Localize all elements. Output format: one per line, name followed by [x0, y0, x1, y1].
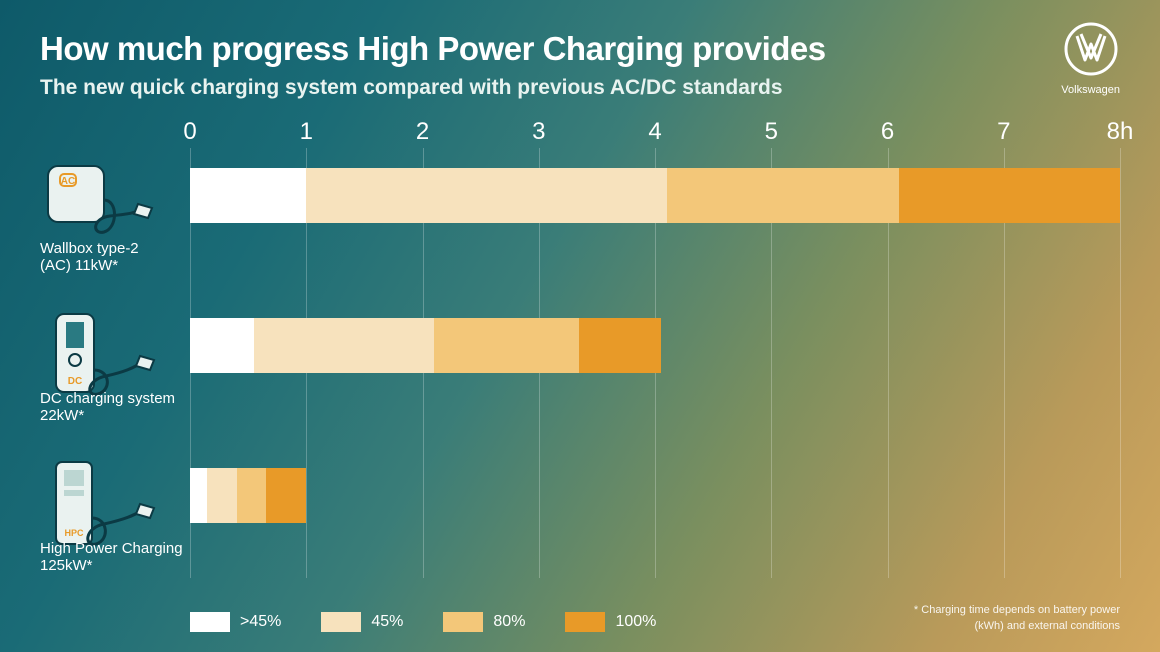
bar-segment-p45 — [254, 318, 434, 373]
axis-tick: 4 — [648, 118, 661, 146]
bar-segment-p45 — [306, 168, 666, 223]
legend-item: >45% — [190, 612, 281, 632]
chart-row-hpc: HPC High Power Charging125kW* — [40, 468, 1120, 588]
row-name: High Power Charging — [40, 540, 200, 557]
bar-segment-p100 — [266, 468, 307, 523]
bar-track — [190, 318, 1120, 373]
x-axis: 012345678h — [190, 118, 1120, 148]
axis-tick: 5 — [765, 118, 778, 146]
legend-swatch — [565, 612, 605, 632]
legend-label: >45% — [240, 613, 281, 631]
brand-logo: Volkswagen — [1061, 22, 1120, 96]
footnote-line1: * Charging time depends on battery power — [914, 603, 1120, 618]
dc-charger-icon: DC — [40, 310, 190, 400]
row-name: Wallbox type-2 — [40, 240, 200, 257]
legend: >45% 45% 80% 100% — [190, 612, 656, 632]
bar-segment-p45 — [207, 468, 236, 523]
row-power: (AC) 11kW* — [40, 257, 200, 274]
axis-tick: 1 — [300, 118, 313, 146]
row-labels: High Power Charging125kW* — [40, 540, 200, 574]
legend-swatch — [321, 612, 361, 632]
page-title: How much progress High Power Charging pr… — [40, 30, 1120, 68]
hpc-charger-icon: HPC — [40, 460, 190, 550]
bar-segment-p80 — [667, 168, 900, 223]
axis-tick: 2 — [416, 118, 429, 146]
bar-segment-gt45 — [190, 318, 254, 373]
row-power: 22kW* — [40, 407, 200, 424]
bar-track — [190, 468, 1120, 523]
bar-segment-p80 — [237, 468, 266, 523]
row-power: 125kW* — [40, 557, 200, 574]
row-labels: DC charging system22kW* — [40, 390, 200, 424]
chart-row-wallbox: AC Wallbox type-2(AC) 11kW* — [40, 168, 1120, 288]
bar-track — [190, 168, 1120, 223]
footnote-line2: (kWh) and external conditions — [914, 619, 1120, 634]
axis-tick: 3 — [532, 118, 545, 146]
legend-item: 100% — [565, 612, 656, 632]
axis-tick: 0 — [183, 118, 196, 146]
row-name: DC charging system — [40, 390, 200, 407]
axis-tick: 6 — [881, 118, 894, 146]
gridline — [1120, 148, 1121, 578]
legend-label: 80% — [493, 613, 525, 631]
bar-segment-gt45 — [190, 468, 207, 523]
chart-row-dc: DC DC charging system22kW* — [40, 318, 1120, 438]
legend-swatch — [443, 612, 483, 632]
legend-item: 45% — [321, 612, 403, 632]
svg-text:DC: DC — [68, 376, 82, 387]
svg-text:HPC: HPC — [64, 528, 84, 538]
legend-label: 45% — [371, 613, 403, 631]
legend-swatch — [190, 612, 230, 632]
vw-logo-icon — [1064, 22, 1118, 76]
bar-segment-p100 — [899, 168, 1120, 223]
axis-tick: 8h — [1107, 118, 1134, 146]
bar-segment-p100 — [579, 318, 660, 373]
legend-label: 100% — [615, 613, 656, 631]
bar-segment-p80 — [434, 318, 579, 373]
legend-item: 80% — [443, 612, 525, 632]
charging-chart: 012345678h AC Wallbox type-2(AC) 11kW* D… — [40, 118, 1120, 582]
axis-tick: 7 — [997, 118, 1010, 146]
page-subtitle: The new quick charging system compared w… — [40, 76, 1120, 100]
brand-name: Volkswagen — [1061, 84, 1120, 96]
header: How much progress High Power Charging pr… — [40, 30, 1120, 100]
row-labels: Wallbox type-2(AC) 11kW* — [40, 240, 200, 274]
bar-segment-gt45 — [190, 168, 306, 223]
footnote: * Charging time depends on battery power… — [914, 603, 1120, 634]
wallbox-charger-icon: AC — [40, 160, 190, 250]
svg-text:AC: AC — [61, 176, 75, 187]
